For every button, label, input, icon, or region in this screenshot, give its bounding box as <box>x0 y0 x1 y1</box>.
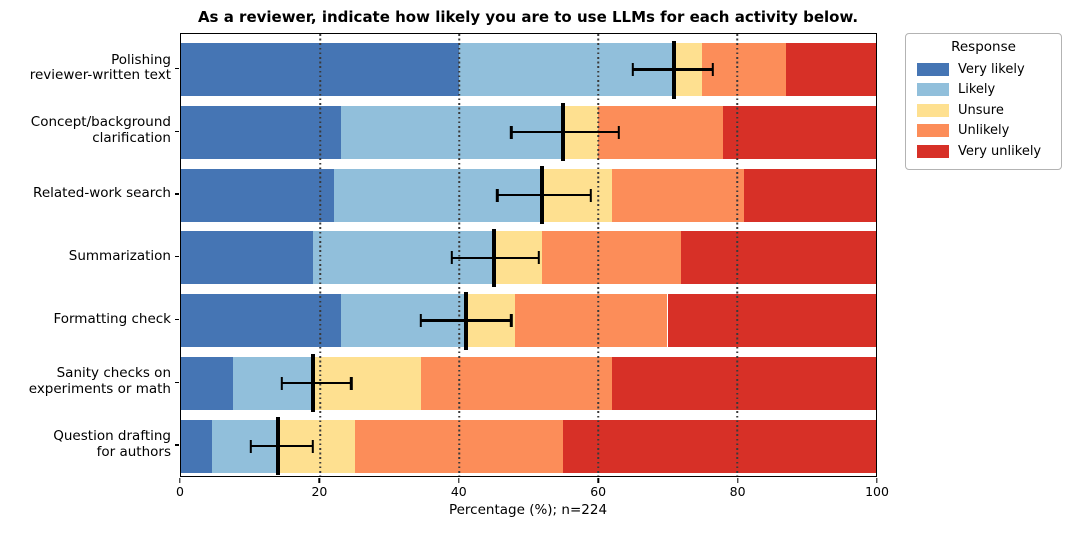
gridline-80 <box>736 34 738 476</box>
error-bar-cap-high <box>537 251 541 265</box>
cumulative-likely-marker <box>561 103 566 162</box>
legend-swatch-likely <box>917 83 949 97</box>
error-bar-cap-low <box>249 439 252 453</box>
legend: Response Very likely Likely Unsure Unlikely… <box>905 33 1062 170</box>
bar-segment-very-unlikely <box>611 356 876 410</box>
y-tick-mark <box>175 67 179 70</box>
legend-item-likely: Likely <box>906 80 1061 101</box>
y-tick-mark <box>175 444 179 446</box>
bar-segment-unlikely <box>514 294 668 347</box>
legend-item-unsure: Unsure <box>906 100 1061 121</box>
cumulative-likely-marker <box>491 228 496 287</box>
legend-label-very-unlikely: Very unlikely <box>958 143 1042 159</box>
y-tick-label-related-work-search: Related-work search <box>33 185 171 202</box>
bar-segment-very-unlikely <box>667 294 876 347</box>
gridline-20 <box>319 34 321 476</box>
y-tick-label-sanity-checks-on: Sanity checks on experiments or math <box>28 365 171 398</box>
y-tick-label-concept-background: Concept/background clarification <box>30 114 171 147</box>
cumulative-likely-marker <box>672 40 677 99</box>
error-bar-cap-high <box>509 314 513 327</box>
legend-swatch-very-unlikely <box>917 144 949 158</box>
y-axis-labels: Polishing reviewer-written text Concept/b… <box>0 33 171 477</box>
error-bar-cap-low <box>509 125 513 139</box>
error-bar-cap-high <box>617 125 621 139</box>
y-tick-mark <box>175 318 179 321</box>
chart-title: As a reviewer, indicate how likely you a… <box>197 8 859 26</box>
bar-row-concept-background <box>181 105 876 159</box>
error-bar-cap-low <box>631 63 634 76</box>
y-tick-mark <box>175 381 179 383</box>
y-tick-mark <box>175 130 179 132</box>
bar-segment-very-likely <box>181 294 341 347</box>
error-bar-line <box>281 382 352 385</box>
x-tick-label-20: 20 <box>311 484 328 499</box>
legend-swatch-unsure <box>917 103 949 117</box>
bar-row-polishing <box>181 43 876 96</box>
bar-segment-very-likely <box>181 231 314 285</box>
bar-segment-unlikely <box>611 168 744 222</box>
gridline-60 <box>597 34 599 476</box>
legend-label-very-likely: Very likely <box>958 61 1025 77</box>
x-tick-mark-40 <box>458 478 460 483</box>
bar-row-summarization <box>181 231 876 285</box>
y-tick-mark <box>175 193 179 195</box>
x-tick-mark-20 <box>318 478 321 483</box>
x-tick-mark-0 <box>179 478 181 483</box>
bar-segment-very-unlikely <box>743 168 876 222</box>
legend-label-likely: Likely <box>958 82 996 98</box>
legend-item-unlikely: Unlikely <box>906 121 1061 142</box>
cumulative-likely-marker <box>540 166 545 224</box>
error-bar-line <box>250 444 314 448</box>
error-bar-cap-low <box>450 251 454 265</box>
error-bar-cap-high <box>311 439 315 453</box>
bar-segment-very-likely <box>181 419 213 473</box>
bar-segment-very-likely <box>181 356 234 410</box>
bar-segment-unlikely <box>702 43 786 96</box>
legend-swatch-very-likely <box>917 62 949 76</box>
error-bar-cap-high <box>711 63 714 76</box>
legend-swatch-unlikely <box>917 124 949 138</box>
bar-segment-very-unlikely <box>681 231 876 285</box>
bar-row-formatting-check <box>181 294 876 347</box>
y-tick-label-polishing: Polishing reviewer-written text <box>29 51 171 84</box>
cumulative-likely-marker <box>276 417 281 475</box>
cumulative-likely-marker <box>463 291 468 350</box>
cumulative-likely-marker <box>311 354 316 413</box>
legend-items: Very likely Likely Unsure Unlikely Very unli… <box>906 59 1061 162</box>
legend-item-very-likely: Very likely <box>906 59 1061 80</box>
y-tick-label-summarization: Summarization <box>68 247 171 264</box>
x-tick-label-0: 0 <box>176 484 184 499</box>
x-tick-label-60: 60 <box>590 484 607 499</box>
x-tick-label-80: 80 <box>729 484 746 499</box>
error-bar-cap-high <box>589 188 593 202</box>
bar-segment-very-likely <box>181 105 341 159</box>
legend-label-unsure: Unsure <box>958 102 1004 118</box>
legend-item-very-unlikely: Very unlikely <box>906 141 1061 162</box>
y-tick-mark <box>175 256 179 258</box>
x-tick-label-100: 100 <box>865 484 889 499</box>
x-tick-mark-60 <box>597 478 599 483</box>
error-bar-cap-low <box>419 314 422 327</box>
x-axis-title: Percentage (%); n=224 <box>448 502 608 518</box>
plot-area <box>180 33 877 477</box>
legend-label-unlikely: Unlikely <box>958 123 1010 139</box>
error-bar-cap-high <box>350 376 353 390</box>
gridline-40 <box>458 34 460 476</box>
bar-segment-very-unlikely <box>723 105 876 159</box>
bar-segment-very-unlikely <box>785 43 876 96</box>
x-tick-label-40: 40 <box>450 484 467 499</box>
error-bar-cap-low <box>496 188 499 202</box>
bar-segment-unlikely <box>542 231 682 285</box>
bar-segment-unlikely <box>420 356 612 410</box>
y-tick-label-formatting-check: Formatting check <box>53 310 171 327</box>
x-tick-mark-80 <box>736 478 739 483</box>
x-axis: 0 20 40 60 80 100 <box>176 477 889 507</box>
legend-title: Response <box>951 39 1016 55</box>
bar-segment-very-unlikely <box>563 419 876 473</box>
error-bar-cap-low <box>280 376 283 390</box>
x-tick-mark-100 <box>876 478 878 483</box>
bar-segment-very-likely <box>181 168 334 222</box>
y-tick-label-question-drafting: Question drafting for authors <box>53 428 171 460</box>
